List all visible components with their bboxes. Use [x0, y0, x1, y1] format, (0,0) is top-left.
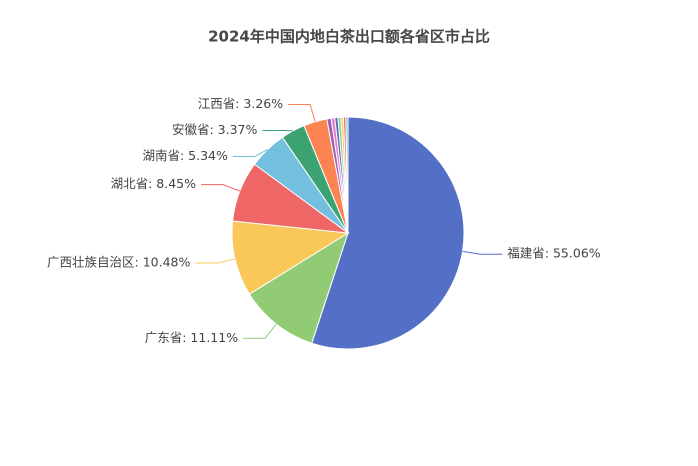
label-line [243, 323, 277, 339]
data-label: 湖南省: 5.34% [142, 148, 228, 163]
label-line [462, 250, 503, 255]
data-label: 湖北省: 8.45% [111, 176, 197, 191]
chart-title: 2024年中国内地白茶出口额各省区市占比 [208, 28, 490, 46]
data-label: 安徽省: 3.37% [172, 122, 258, 137]
pie-slice [248, 231, 349, 344]
label-line [288, 103, 316, 122]
label-line [195, 258, 236, 264]
data-label: 广东省: 11.11% [145, 330, 238, 345]
pie-slice [345, 116, 349, 234]
data-label: 广西壮族自治区: 10.48% [47, 254, 190, 269]
pie-slice [311, 116, 465, 350]
data-label: 江西省: 3.26% [198, 96, 284, 111]
data-label: 福建省: 55.06% [507, 246, 600, 261]
label-line [232, 149, 268, 157]
label-line [201, 184, 240, 192]
pie-slice [231, 220, 350, 295]
